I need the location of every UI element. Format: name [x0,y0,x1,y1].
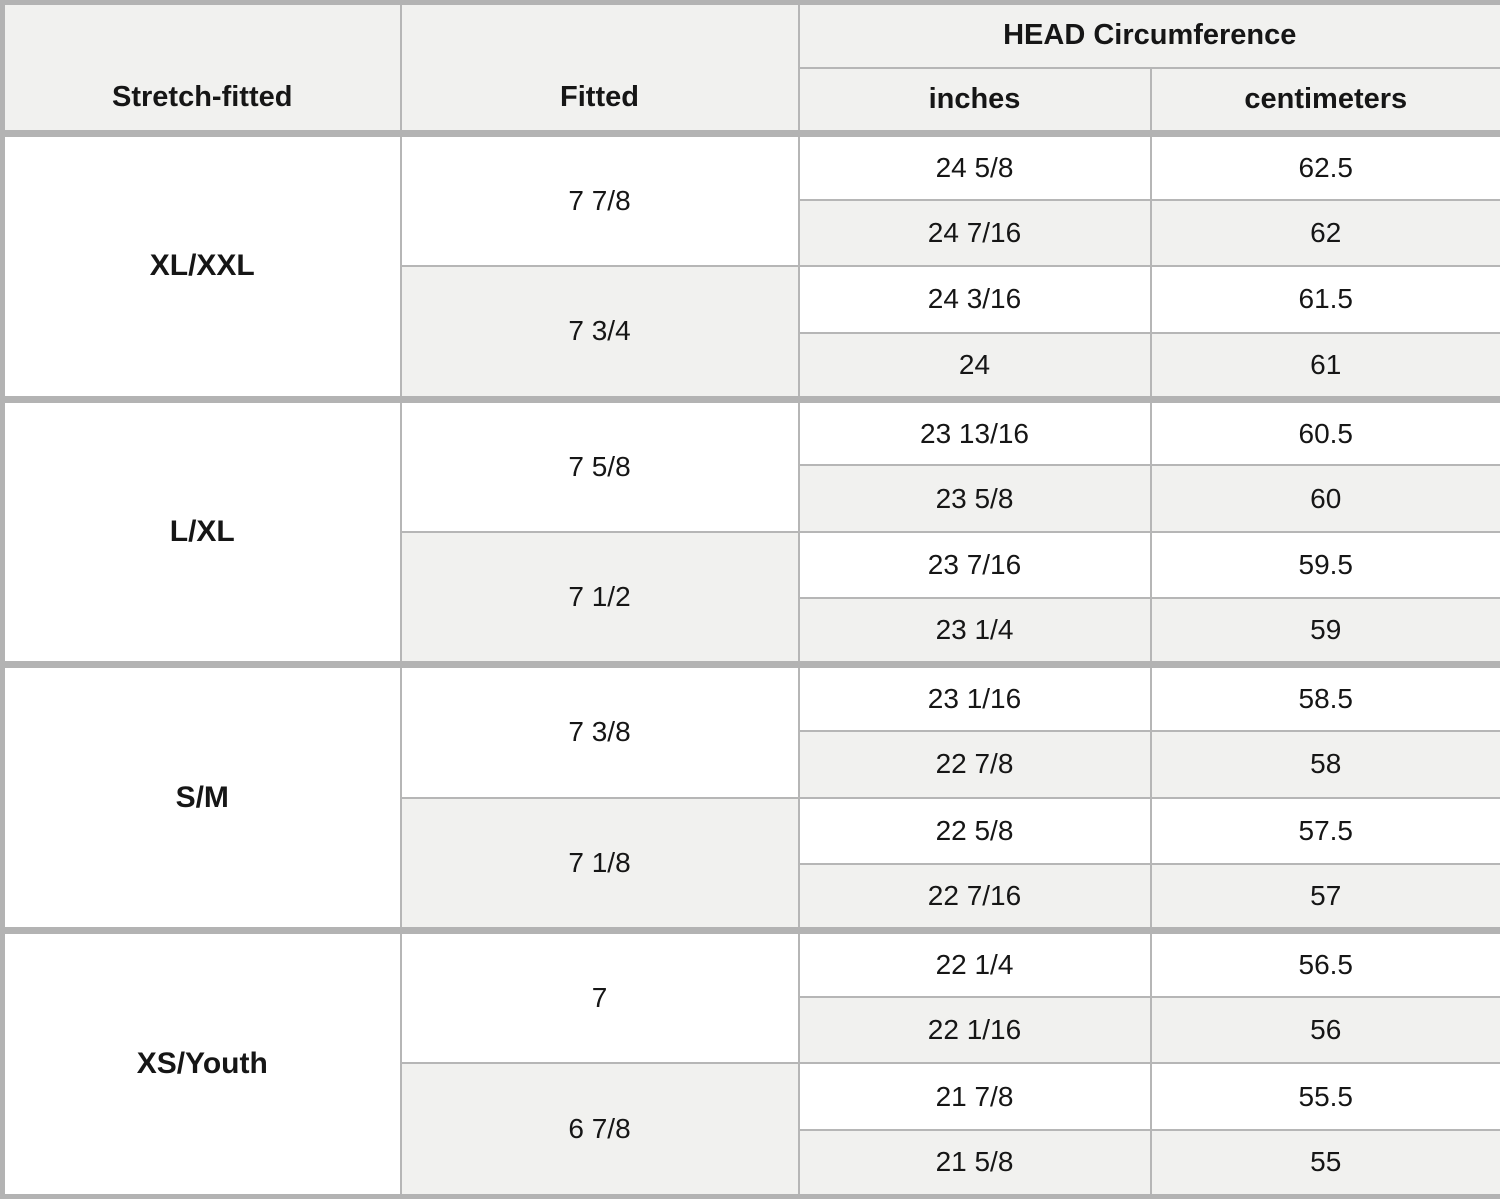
inches-cell: 24 3/16 [797,265,1152,334]
fitted-size-cell: 7 1/8 [399,796,800,935]
inches-cell: 21 5/8 [797,1128,1152,1198]
size-group-label: XL/XXL [1,132,402,403]
inches-cell: 21 7/8 [797,1062,1152,1131]
inches-cell: 24 7/16 [797,198,1152,268]
inches-cell: 24 [797,331,1152,403]
fitted-size-cell: 7 5/8 [399,398,800,533]
cm-cell: 56 [1149,995,1500,1065]
inches-cell: 23 1/16 [797,663,1152,733]
size-group-label: XS/Youth [1,929,402,1198]
cm-cell: 61.5 [1149,265,1500,334]
inches-cell: 24 5/8 [797,132,1152,201]
cm-cell: 55 [1149,1128,1500,1198]
cm-cell: 62.5 [1149,132,1500,201]
header-fitted: Fitted [399,1,800,137]
size-group-label: S/M [1,663,402,935]
size-group-label: L/XL [1,398,402,669]
inches-cell: 22 1/16 [797,995,1152,1065]
inches-cell: 23 1/4 [797,597,1152,669]
cm-cell: 62 [1149,198,1500,268]
cm-cell: 58.5 [1149,663,1500,733]
cm-cell: 59.5 [1149,530,1500,600]
cm-cell: 60 [1149,464,1500,533]
cm-cell: 57 [1149,863,1500,935]
inches-cell: 22 5/8 [797,796,1152,866]
inches-cell: 23 7/16 [797,530,1152,600]
fitted-size-cell: 6 7/8 [399,1062,800,1198]
fitted-size-cell: 7 [399,929,800,1065]
cm-cell: 56.5 [1149,929,1500,998]
header-head-circumference: HEAD Circumference [797,1,1500,69]
inches-cell: 22 7/8 [797,730,1152,799]
inches-cell: 22 7/16 [797,863,1152,935]
fitted-size-cell: 7 7/8 [399,132,800,268]
cm-cell: 60.5 [1149,398,1500,467]
cm-cell: 59 [1149,597,1500,669]
inches-cell: 23 13/16 [797,398,1152,467]
cm-cell: 61 [1149,331,1500,403]
header-stretch-fitted: Stretch-fitted [1,1,402,137]
fitted-size-cell: 7 3/4 [399,265,800,403]
fitted-size-cell: 7 1/2 [399,530,800,669]
cm-cell: 58 [1149,730,1500,799]
inches-cell: 22 1/4 [797,929,1152,998]
cm-cell: 57.5 [1149,796,1500,866]
inches-cell: 23 5/8 [797,464,1152,533]
header-centimeters: centimeters [1149,66,1500,137]
cm-cell: 55.5 [1149,1062,1500,1131]
fitted-size-cell: 7 3/8 [399,663,800,799]
header-inches: inches [797,66,1152,137]
